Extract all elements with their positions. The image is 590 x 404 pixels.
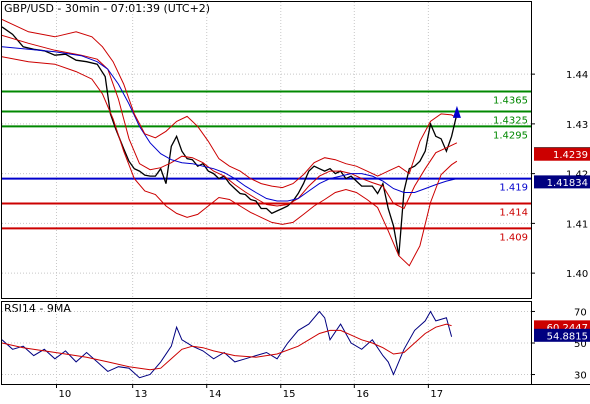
price-tag-bg — [534, 175, 590, 189]
rsi-series-group — [2, 310, 453, 379]
x-tick-label: 14 — [209, 389, 222, 400]
price-tag-text: 1.41834 — [547, 178, 588, 189]
y-tick-label: 1.44 — [566, 70, 588, 81]
level-label: 1.414 — [499, 207, 528, 218]
price-tag-bg — [534, 147, 590, 161]
rsi-tag-text: 60.2447 — [547, 323, 588, 334]
main-panel-frame — [1, 1, 532, 299]
series-fast-ma — [2, 34, 458, 210]
y-tick-label: 1.43 — [566, 120, 588, 131]
series-price — [2, 26, 458, 256]
y-tick-label: 1.42 — [566, 170, 588, 181]
level-label: 1.409 — [499, 232, 528, 243]
series-upper-band — [2, 18, 458, 189]
rsi-tag-bg — [534, 328, 590, 342]
x-tick-label: 16 — [356, 389, 369, 400]
y-tick-label: 1.41 — [566, 219, 588, 230]
level-label: 1.4295 — [493, 130, 528, 141]
y-tick-label: 1.40 — [566, 269, 588, 280]
series-slow-ma — [2, 46, 458, 202]
level-label: 1.419 — [499, 183, 528, 194]
rsi-tag-text: 54.8815 — [547, 331, 588, 342]
rsi-chart-title: RSI14 - 9MA — [4, 302, 71, 315]
series-lower-band — [2, 56, 458, 267]
series-ma — [2, 323, 452, 371]
x-tick-label: 13 — [135, 389, 148, 400]
main-series-group — [2, 18, 461, 267]
price-tag-text: 1.4239 — [553, 150, 588, 161]
x-tick-label: 10 — [58, 389, 71, 400]
rsi-tick-label: 70 — [574, 307, 587, 318]
level-label: 1.4325 — [493, 115, 528, 126]
main-chart-title: GBP/USD - 30min - 07:01:39 (UTC+2) — [4, 2, 210, 15]
series-rsi — [2, 310, 453, 379]
level-label: 1.4365 — [493, 96, 528, 107]
price-arrowhead — [452, 105, 461, 118]
rsi-tick-label: 50 — [574, 339, 587, 350]
x-tick-label: 17 — [430, 389, 443, 400]
x-tick-label: 15 — [283, 389, 296, 400]
rsi-tick-label: 30 — [574, 371, 587, 382]
